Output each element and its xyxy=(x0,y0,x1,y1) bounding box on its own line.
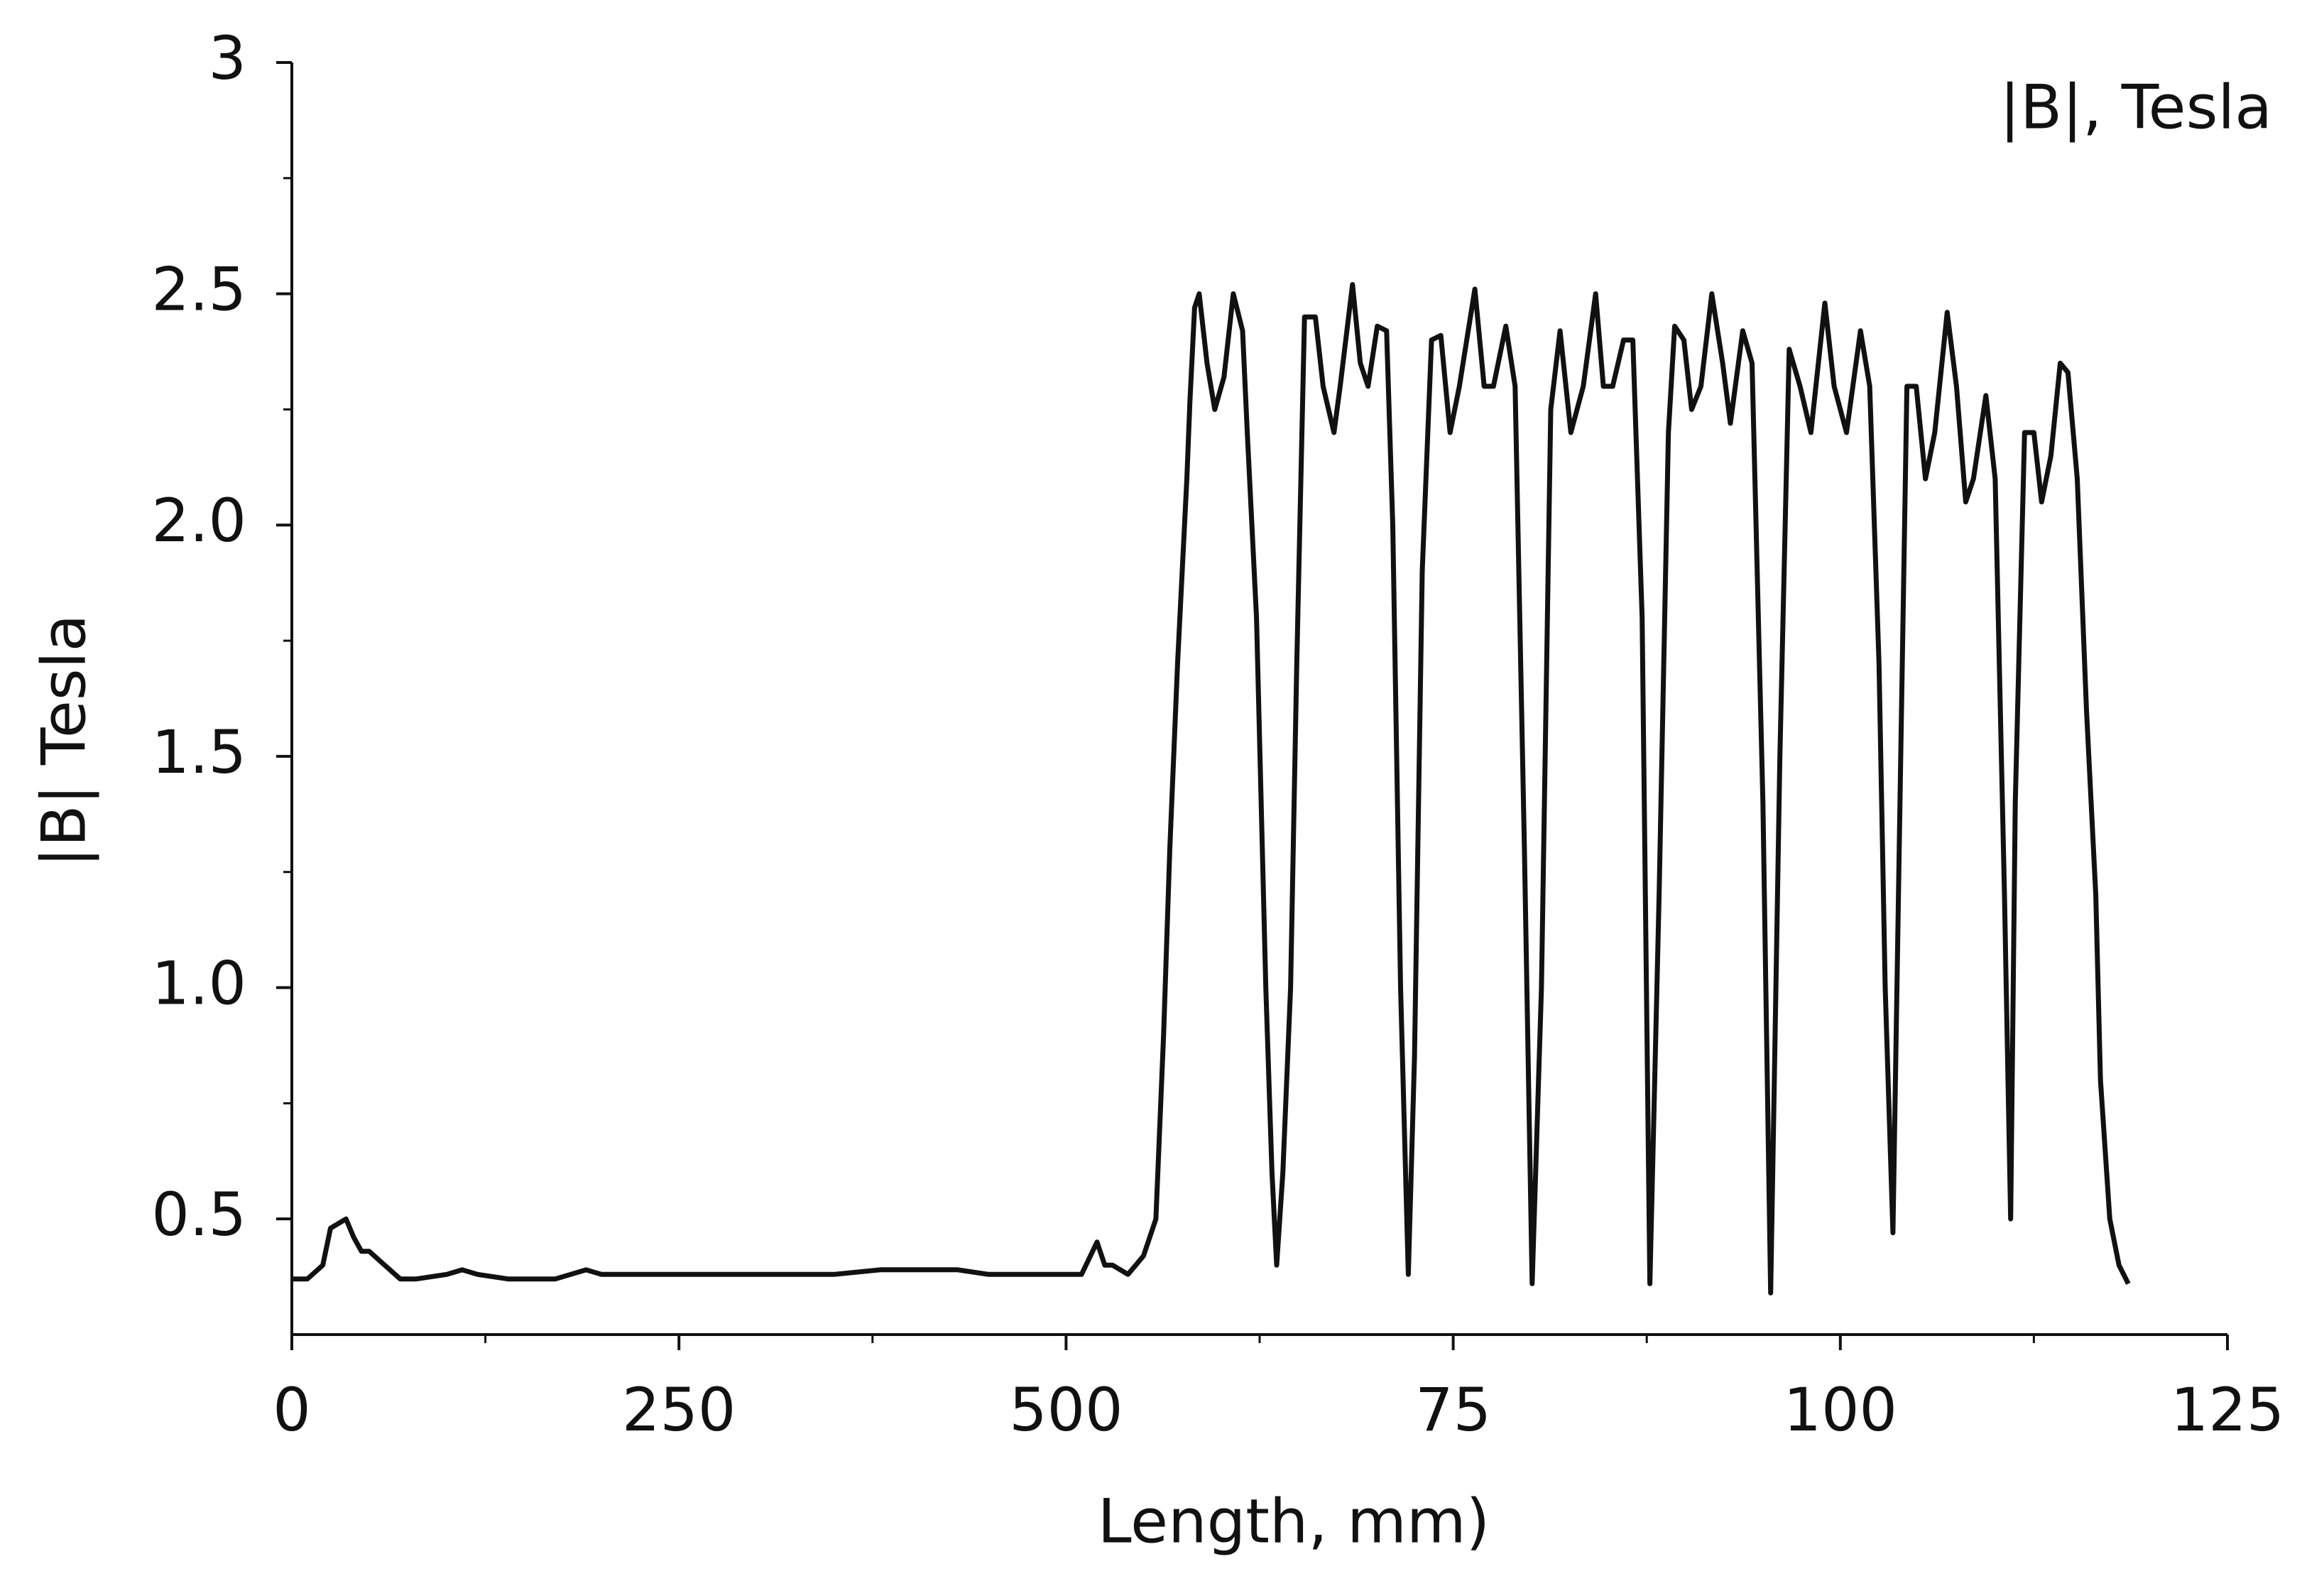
x-tick-label: 100 xyxy=(1784,1375,1897,1445)
y-tick-label: 1.0 xyxy=(151,948,246,1018)
x-tick-label: 500 xyxy=(1009,1375,1123,1445)
data-line xyxy=(292,282,2131,1296)
x-tick-label: 125 xyxy=(2171,1375,2284,1445)
y-tick-label: 2.5 xyxy=(151,255,246,325)
x-tick-label: 0 xyxy=(273,1375,310,1445)
y-tick-label: 2.0 xyxy=(151,486,246,555)
x-tick-label: 75 xyxy=(1415,1375,1491,1445)
y-tick-label: 3 xyxy=(209,23,246,93)
y-tick-label: 0.5 xyxy=(151,1180,246,1249)
y-tick-label: 1.5 xyxy=(151,717,246,787)
x-tick-label: 250 xyxy=(622,1375,736,1445)
x-axis-label: Length, mm) xyxy=(1098,1486,1490,1557)
annotation: |B|, Tesla xyxy=(2000,72,2272,143)
y-axis-label: |B| Tesla xyxy=(28,614,99,868)
